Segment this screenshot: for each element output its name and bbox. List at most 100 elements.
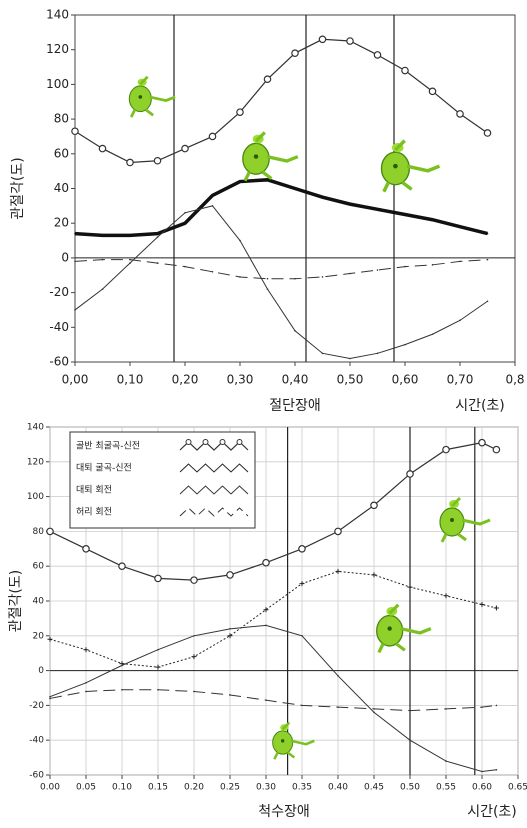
point [266,277,269,280]
point [321,196,324,198]
point [294,329,296,332]
point [349,203,351,205]
point [456,110,464,118]
point [101,288,104,290]
x-tick-label: 0.00 [40,783,60,793]
legend-swatch [179,507,249,517]
point [431,218,434,221]
point [486,300,489,303]
point [321,276,324,278]
point [211,270,214,273]
y-tick-label: 40 [33,597,45,607]
point [156,262,159,264]
point [404,343,406,346]
x-tick-label: 0.10 [112,783,132,793]
point [294,187,296,190]
point [266,179,269,181]
point [74,260,76,263]
point [74,309,76,311]
point [298,544,306,553]
point [262,558,270,567]
point [459,319,461,322]
y-tick-label: 100 [46,77,69,91]
legend-swatch-marker [236,439,243,445]
x-tick-label: 0.20 [184,783,204,793]
point [236,108,244,116]
legend-swatch [179,485,249,495]
legend-swatch-marker [202,439,209,445]
point [229,628,231,630]
point [118,562,126,571]
point [129,258,131,261]
point [121,664,123,667]
x-tick-label: 0.05 [76,783,96,793]
point [85,681,87,684]
point [321,352,324,355]
x-tick-label: 0.35 [292,783,312,793]
point [227,633,233,639]
point [495,704,498,707]
x-tick-label: 0,70 [447,373,474,387]
point [294,277,296,280]
x-tick-label: 0.50 [400,783,420,793]
point [46,527,54,536]
point [335,568,341,574]
point [154,574,162,583]
y-tick-label: -60 [49,355,69,369]
series-line [49,689,497,712]
y-tick-label: 80 [33,527,45,537]
point [291,49,299,57]
point [126,158,134,167]
y-tick-label: 0 [38,666,44,676]
point [371,572,377,578]
y-tick-label: -20 [29,701,44,711]
point [229,694,231,696]
series-line [49,442,497,581]
point [263,75,272,83]
point [98,144,107,153]
x-tick-label: 0.45 [364,783,384,793]
group-label: 척수장애 [258,804,310,820]
point [129,234,131,237]
series-line [74,259,488,280]
point [101,234,104,237]
x-tick-label: 0,10 [117,373,144,387]
x-axis-label: 시간(초) [455,398,505,414]
point [301,635,303,637]
x-tick-label: 0,50 [337,373,364,387]
x-tick-label: 0,40 [282,373,309,387]
point [479,601,485,607]
point [492,445,501,454]
point [193,690,195,693]
point [184,222,186,224]
point [74,232,76,235]
point [431,264,434,266]
point [193,635,195,637]
y-tick-label: -20 [49,285,69,299]
point [428,87,437,96]
charts: -60 -40 -20 0 20 40 60 80 100 120 140 0,00 0,10 0,20 0… [8,8,527,821]
point [493,605,499,611]
series-line [49,624,497,773]
point [211,205,214,207]
point [409,709,411,712]
y-tick-label: 140 [46,8,69,22]
point [459,225,461,228]
legend-swatch-marker [185,439,192,445]
y-tick-label: -40 [29,736,44,746]
point [299,581,305,587]
point [184,211,186,214]
point [265,699,267,701]
y-axis-label: 관절각(도) [8,570,24,632]
point [337,675,339,677]
point [190,576,198,584]
point [121,688,123,691]
y-tick-label: 120 [46,42,69,56]
point [337,706,339,708]
point [101,258,104,261]
point [481,770,483,773]
x-tick-label: 0.25 [220,783,240,793]
point [157,648,159,651]
point [318,35,327,44]
legend-label: 허리 회전 [76,507,112,518]
